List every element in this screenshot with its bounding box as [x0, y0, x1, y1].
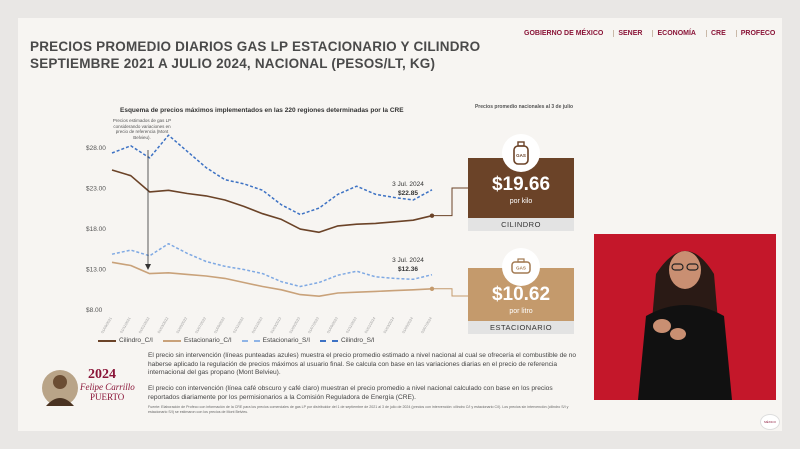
- legend-swatch-estacionario-ci: [162, 339, 181, 342]
- cilindro-unit: por kilo: [509, 198, 533, 205]
- estacionario-icon-label: GAS: [516, 266, 526, 271]
- estacionario-unit: por litro: [509, 308, 533, 315]
- felipe-name-1: Felipe Carrillo: [79, 382, 135, 392]
- legend-label: Estacionario_C/I: [183, 337, 232, 344]
- interpreter-body: [638, 305, 732, 400]
- y-tick-label: $28.00: [86, 145, 106, 152]
- cilindro-icon-label: GAS: [516, 153, 526, 158]
- annotation-value-cilindro: $22.85: [398, 190, 418, 197]
- cilindro-price: $19.66: [491, 174, 551, 195]
- x-tick-label: 01/07/2023: [307, 317, 319, 335]
- legend-swatch-estacionario-si: [241, 339, 260, 342]
- chart-legend: Cilindro_C/I Estacionario_C/I Estacionar…: [98, 337, 375, 344]
- logo-profeco: PROFECO: [735, 30, 780, 37]
- x-tick-label: 03/07/2024: [420, 317, 432, 335]
- mexico-corner-logo: MÉXICO: [760, 414, 780, 430]
- estacionario-label: ESTACIONARIO: [468, 321, 574, 334]
- legend-label: Cilindro_S/I: [341, 337, 375, 344]
- legend-item: Cilindro_S/I: [320, 337, 375, 344]
- x-tick-label: 01/01/2022: [138, 317, 150, 335]
- y-tick-label: $8.00: [86, 307, 103, 314]
- connector-cilindro: [432, 187, 468, 217]
- felipe-name-2: PUERTO: [90, 392, 125, 402]
- annotation-date-estacionario: 3 Jul. 2024: [392, 257, 424, 264]
- felipe-year: 2024: [88, 367, 116, 382]
- logo-gobierno: GOBIERNO DE MÉXICO: [524, 30, 604, 37]
- cilindro-label: CILINDRO: [468, 218, 574, 231]
- x-tick-label: 01/05/2024: [402, 317, 414, 335]
- interpreter-face: [669, 251, 701, 289]
- estacionario-price: $10.62: [491, 284, 551, 305]
- explanation-paragraph-2: El precio con intervención (línea café o…: [148, 385, 553, 401]
- x-tick-label: 01/07/2022: [195, 317, 207, 335]
- series-line-estacionario-s-i: [111, 242, 433, 288]
- x-tick-label: 01/01/2023: [251, 317, 263, 335]
- source-footnote: Fuente: Elaboración de Profeco con infor…: [148, 405, 569, 414]
- x-tick-label: 01/09/2021: [100, 317, 112, 335]
- legend-item: Estacionario_S/I: [241, 337, 311, 344]
- series-line-estacionario-c-i: [111, 261, 433, 298]
- annotation-value-estacionario: $12.36: [398, 266, 418, 273]
- legend-label: Estacionario_S/I: [262, 337, 311, 344]
- x-tick-label: 01/03/2023: [270, 317, 282, 335]
- y-tick-label: $18.00: [86, 226, 106, 233]
- endpoint-estacionario: [429, 286, 435, 292]
- portrait-head: [53, 375, 67, 389]
- title-line-1: PRECIOS PROMEDIO DIARIOS GAS LP ESTACION…: [30, 39, 481, 54]
- legend-item: Estacionario_C/I: [162, 337, 232, 344]
- chart-annotation-left: Precios estimados de gas LP considerando…: [112, 118, 172, 140]
- x-tick-label: 01/05/2022: [176, 317, 188, 335]
- legend-swatch-cilindro-ci: [98, 339, 116, 342]
- estacionario-price-box: $10.62 por litro: [468, 268, 574, 328]
- interpreter-hand-left: [653, 319, 671, 333]
- annotation-arrow-head: [145, 264, 151, 270]
- legend-item: Cilindro_C/I: [98, 337, 153, 344]
- x-tick-label: 01/09/2023: [326, 317, 338, 335]
- logo-economia: ECONOMÍA: [652, 30, 700, 37]
- title-line-2: SEPTIEMBRE 2021 A JULIO 2024, NACIONAL (…: [30, 56, 436, 71]
- gas-tank-icon: GAS: [502, 248, 540, 286]
- x-tick-label: 01/05/2023: [289, 317, 301, 335]
- x-tick-label: 01/11/2023: [345, 317, 357, 334]
- y-tick-label: $13.00: [86, 267, 106, 274]
- header-logos: GOBIERNO DE MÉXICO SENER ECONOMÍA CRE PR…: [520, 30, 779, 37]
- x-tick-label: 01/11/2021: [119, 317, 131, 334]
- portrait-body: [46, 398, 74, 406]
- legend-label: Cilindro_C/I: [119, 337, 153, 344]
- sign-language-interpreter-video: [594, 234, 776, 400]
- series-line-cilindro-s-i: [111, 134, 433, 216]
- x-tick-label: 01/09/2022: [213, 317, 225, 335]
- logo-sener: SENER: [613, 30, 646, 37]
- x-tick-label: 01/11/2022: [232, 317, 244, 334]
- felipe-carrillo-puerto-logo: 2024 Felipe Carrillo PUERTO: [38, 352, 138, 416]
- series-line-cilindro-c-i: [111, 169, 433, 234]
- side-panel-title: Precios promedio nacionales al 3 de juli…: [474, 104, 574, 110]
- endpoint-cilindro: [429, 213, 435, 218]
- glasses-right: [686, 263, 699, 271]
- x-tick-label: 01/03/2022: [157, 317, 169, 335]
- legend-swatch-cilindro-si: [320, 339, 339, 342]
- chart-subtitle: Esquema de precios máximos implementados…: [120, 107, 404, 114]
- y-tick-label: $23.00: [86, 186, 106, 193]
- connector-estacionario: [432, 288, 468, 297]
- gas-cylinder-icon: GAS: [502, 134, 540, 172]
- annotation-date-cilindro: 3 Jul. 2024: [392, 181, 424, 188]
- explanation-paragraph-1: El precio sin intervención (líneas punte…: [148, 352, 577, 377]
- x-tick-label: 01/03/2024: [383, 317, 395, 335]
- interpreter-hand-right: [670, 328, 686, 340]
- page-title: PRECIOS PROMEDIO DIARIOS GAS LP ESTACION…: [30, 38, 480, 72]
- glasses-left: [671, 263, 684, 271]
- x-tick-label: 01/01/2024: [364, 317, 376, 335]
- logo-cre: CRE: [705, 30, 730, 37]
